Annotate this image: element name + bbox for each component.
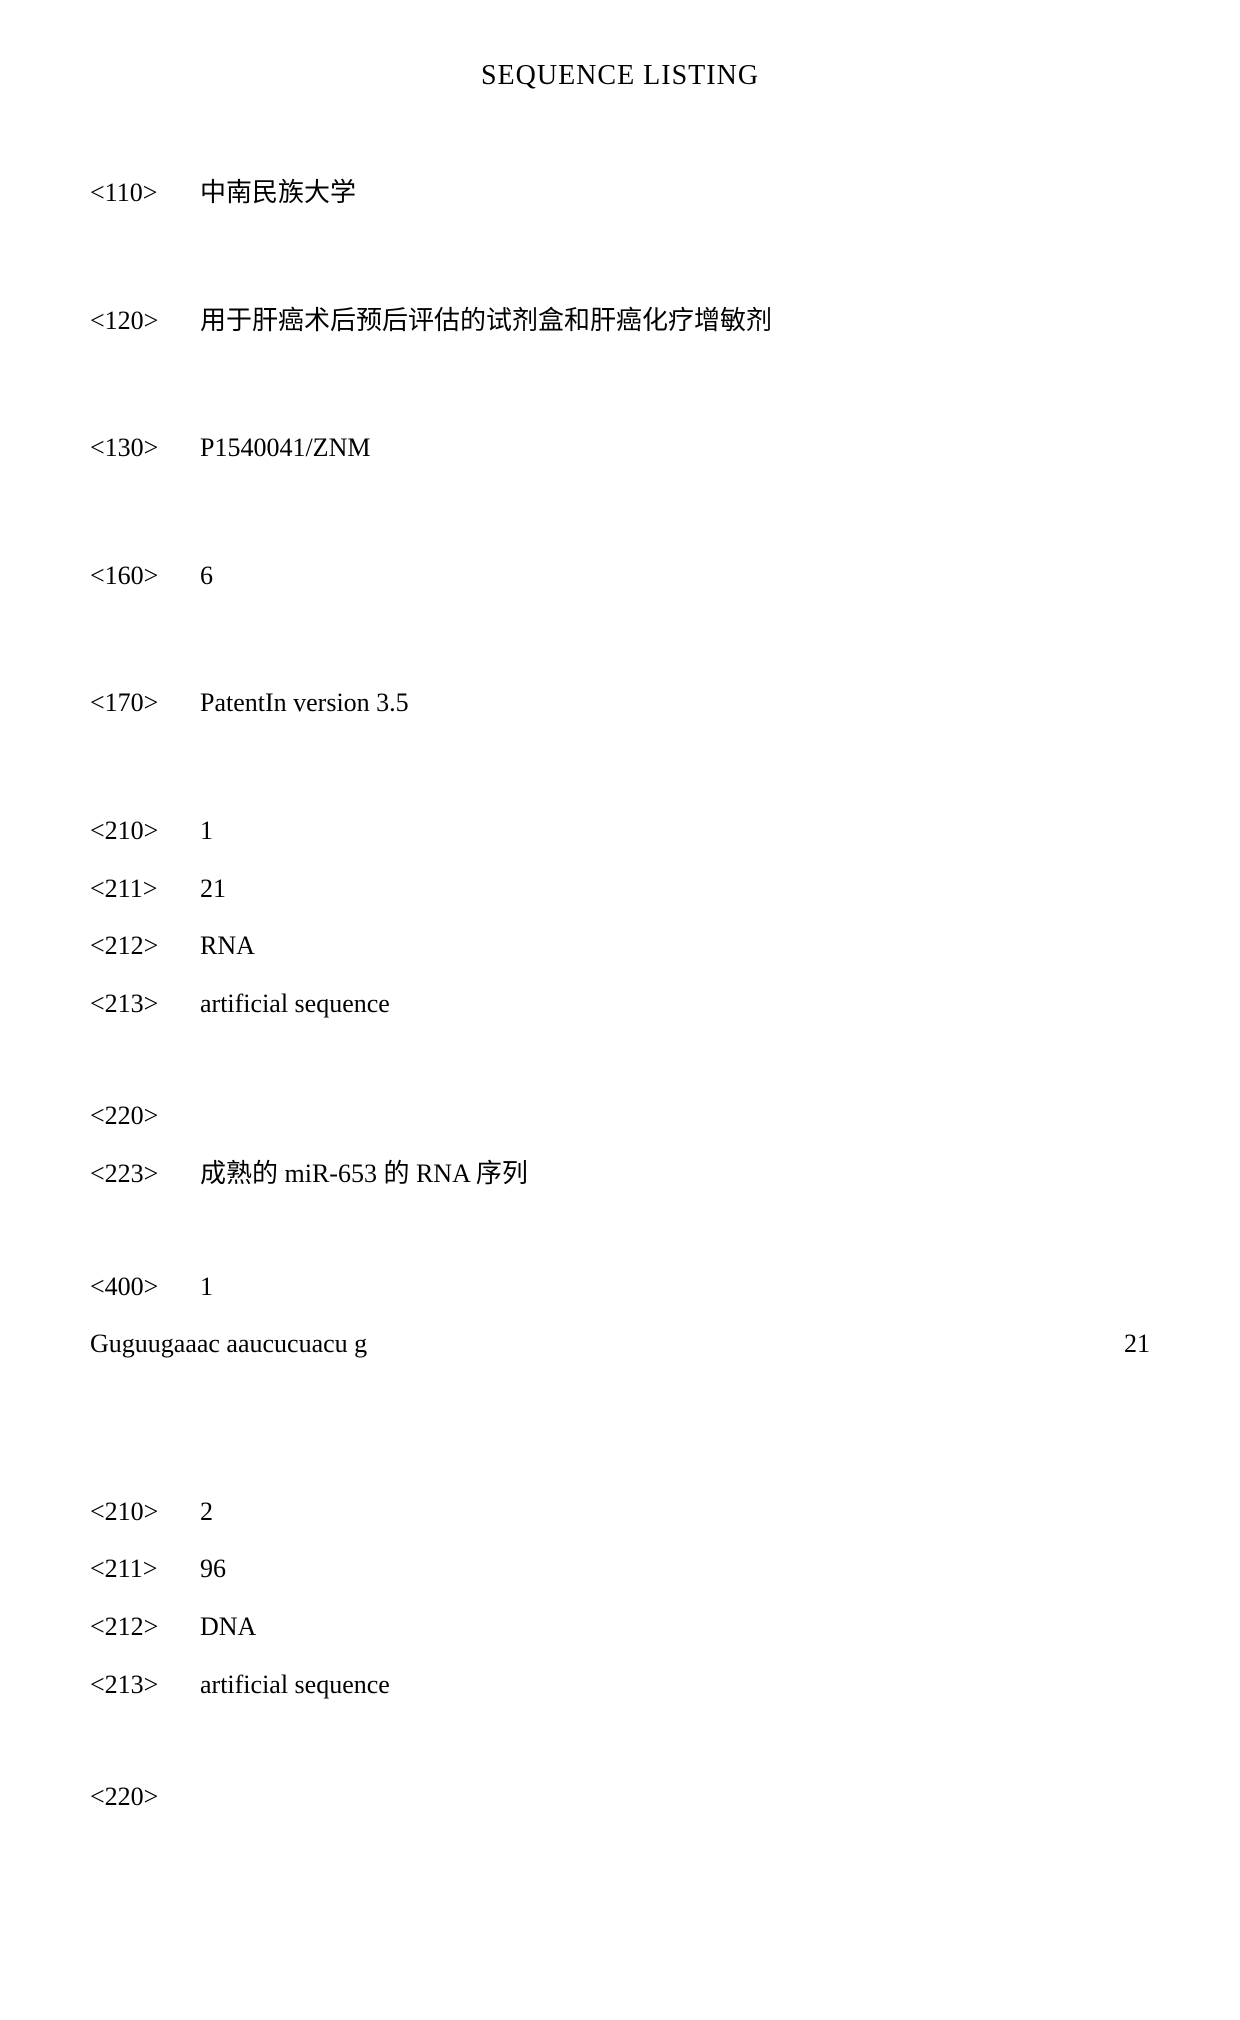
seq1-val-400: 1: [200, 1266, 1150, 1308]
seq1-sequence-line: Guguugaaac aaucucuacu g 21: [90, 1323, 1150, 1365]
seq2-entry-210: <210> 2: [90, 1491, 1150, 1533]
entry-170: <170> PatentIn version 3.5: [90, 682, 1150, 724]
entry-120: <120> 用于肝癌术后预后评估的试剂盒和肝癌化疗增敏剂: [90, 300, 1150, 342]
seq1-entry-213: <213> artificial sequence: [90, 983, 1150, 1025]
tag-170: <170>: [90, 682, 200, 724]
tag-130: <130>: [90, 427, 200, 469]
tag-160: <160>: [90, 555, 200, 597]
page-title: SEQUENCE LISTING: [90, 60, 1150, 92]
seq1-val-212: RNA: [200, 925, 1150, 967]
seq1-entry-210: <210> 1: [90, 810, 1150, 852]
seq2-entry-220: <220>: [90, 1776, 1150, 1818]
seq2-entry-212: <212> DNA: [90, 1606, 1150, 1648]
seq1-val-210: 1: [200, 810, 1150, 852]
seq1-tag-212: <212>: [90, 925, 200, 967]
val-170: PatentIn version 3.5: [200, 682, 1150, 724]
seq2-val-211: 96: [200, 1548, 1150, 1590]
seq2-val-210: 2: [200, 1491, 1150, 1533]
tag-120: <120>: [90, 300, 200, 342]
val-120: 用于肝癌术后预后评估的试剂盒和肝癌化疗增敏剂: [200, 300, 1150, 342]
seq1-entry-212: <212> RNA: [90, 925, 1150, 967]
seq1-tag-213: <213>: [90, 983, 200, 1025]
seq2-entry-213: <213> artificial sequence: [90, 1664, 1150, 1706]
seq1-entry-211: <211> 21: [90, 868, 1150, 910]
seq1-tag-220: <220>: [90, 1095, 200, 1137]
entry-110: <110> 中南民族大学: [90, 172, 1150, 214]
val-110: 中南民族大学: [200, 172, 1150, 214]
val-160: 6: [200, 555, 1150, 597]
seq2-val-213: artificial sequence: [200, 1664, 1150, 1706]
entry-130: <130> P1540041/ZNM: [90, 427, 1150, 469]
seq2-tag-212: <212>: [90, 1606, 200, 1648]
seq1-tag-211: <211>: [90, 868, 200, 910]
seq2-tag-211: <211>: [90, 1548, 200, 1590]
seq2-tag-210: <210>: [90, 1491, 200, 1533]
seq1-tag-400: <400>: [90, 1266, 200, 1308]
seq1-entry-223: <223> 成熟的 miR-653 的 RNA 序列: [90, 1153, 1150, 1195]
seq2-val-212: DNA: [200, 1606, 1150, 1648]
seq2-tag-220: <220>: [90, 1776, 200, 1818]
seq1-entry-220: <220>: [90, 1095, 1150, 1137]
seq1-tag-223: <223>: [90, 1153, 200, 1195]
val-130: P1540041/ZNM: [200, 427, 1150, 469]
tag-110: <110>: [90, 172, 200, 214]
seq2-entry-211: <211> 96: [90, 1548, 1150, 1590]
seq1-length: 21: [1124, 1323, 1150, 1365]
seq1-entry-400: <400> 1: [90, 1266, 1150, 1308]
seq1-val-211: 21: [200, 868, 1150, 910]
seq1-sequence: Guguugaaac aaucucuacu g: [90, 1323, 367, 1365]
seq1-val-213: artificial sequence: [200, 983, 1150, 1025]
seq1-val-223: 成熟的 miR-653 的 RNA 序列: [200, 1153, 1150, 1195]
seq2-tag-213: <213>: [90, 1664, 200, 1706]
seq1-tag-210: <210>: [90, 810, 200, 852]
entry-160: <160> 6: [90, 555, 1150, 597]
